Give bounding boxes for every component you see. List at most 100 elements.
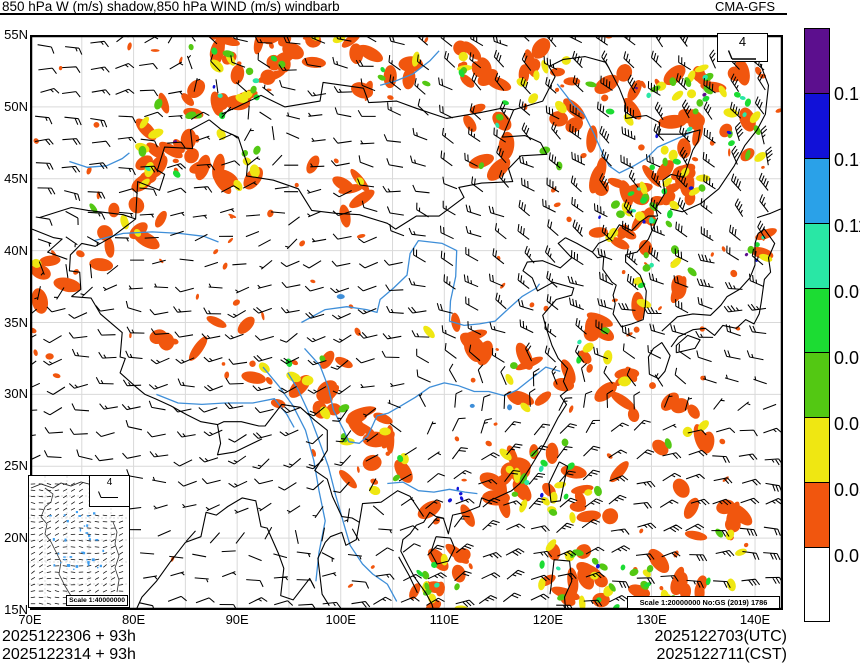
map-graphic bbox=[368, 485, 381, 496]
map-graphic bbox=[213, 249, 219, 255]
map-graphic bbox=[154, 98, 163, 110]
map-graphic bbox=[635, 211, 645, 222]
map-graphic bbox=[349, 189, 375, 209]
map-graphic bbox=[694, 64, 709, 73]
map-graphic bbox=[319, 406, 331, 420]
map-graphic bbox=[347, 406, 377, 419]
map-graphic bbox=[647, 342, 671, 380]
map-graphic bbox=[507, 404, 513, 411]
x-tick-label: 120E bbox=[532, 612, 564, 627]
map-graphic bbox=[627, 407, 640, 423]
map-graphic bbox=[692, 121, 704, 146]
map-graphic bbox=[610, 391, 636, 411]
colorbar-cell bbox=[805, 29, 829, 94]
map-graphic bbox=[596, 597, 602, 603]
map-graphic bbox=[397, 455, 404, 463]
map-graphic bbox=[586, 363, 593, 373]
map-graphic bbox=[189, 160, 212, 174]
map-graphic bbox=[431, 561, 438, 568]
map-graphic bbox=[380, 67, 386, 73]
map-graphic bbox=[108, 202, 120, 218]
map-graphic bbox=[31, 288, 49, 314]
map-graphic bbox=[593, 485, 602, 497]
map-graphic bbox=[635, 86, 638, 90]
colorbar-cell bbox=[805, 223, 829, 289]
map-graphic bbox=[652, 439, 669, 456]
map-graphic bbox=[550, 187, 557, 193]
map-graphic bbox=[377, 74, 386, 81]
map-graphic bbox=[432, 517, 441, 525]
map-graphic bbox=[458, 69, 465, 78]
map-graphic bbox=[745, 149, 751, 161]
map-graphic bbox=[158, 92, 170, 114]
map-graphic bbox=[139, 178, 150, 188]
map-graphic bbox=[627, 191, 635, 196]
map-graphic bbox=[513, 56, 701, 217]
map-graphic bbox=[642, 264, 651, 272]
colorbar-tick-label: 0.13 bbox=[834, 150, 860, 170]
y-tick-label: 40N bbox=[4, 242, 28, 258]
map-graphic bbox=[565, 237, 593, 253]
map-graphic bbox=[584, 489, 593, 496]
map-graphic bbox=[539, 560, 545, 569]
map-graphic bbox=[636, 298, 652, 309]
map-graphic bbox=[159, 141, 183, 159]
map-graphic bbox=[541, 60, 549, 74]
x-tick-label: 110E bbox=[429, 612, 459, 627]
map-graphic bbox=[545, 442, 559, 464]
map-graphic bbox=[221, 362, 226, 366]
map-graphic bbox=[524, 49, 537, 78]
map-graphic bbox=[667, 209, 673, 219]
map-graphic bbox=[638, 144, 645, 151]
y-tick-label: 15N bbox=[4, 602, 28, 617]
map-graphic bbox=[671, 90, 684, 101]
map-graphic bbox=[728, 148, 731, 157]
map-graphic bbox=[718, 85, 727, 98]
map-graphic bbox=[595, 563, 600, 569]
map-graphic bbox=[594, 180, 609, 196]
map-graphic bbox=[670, 571, 688, 596]
title-underline bbox=[0, 13, 787, 15]
map-graphic bbox=[623, 114, 634, 126]
map-graphic bbox=[545, 539, 557, 552]
map-graphic bbox=[319, 355, 326, 362]
map-graphic bbox=[94, 231, 219, 243]
windbarb-legend-value: 4 bbox=[738, 34, 747, 49]
map-graphic bbox=[76, 250, 85, 258]
map-graphic bbox=[616, 64, 633, 82]
map-graphic bbox=[459, 496, 464, 501]
map-graphic bbox=[576, 510, 601, 523]
map-graphic bbox=[548, 461, 569, 503]
map-graphic bbox=[339, 204, 351, 228]
map-graphic bbox=[206, 315, 227, 328]
map-graphic bbox=[52, 373, 61, 379]
map-graphic bbox=[733, 91, 741, 98]
map-graphic bbox=[184, 148, 199, 164]
map-graphic bbox=[658, 114, 688, 129]
map-graphic bbox=[304, 347, 561, 444]
map-graphic bbox=[104, 237, 115, 258]
map-graphic bbox=[538, 465, 544, 473]
map-graphic bbox=[301, 375, 314, 386]
map-graphic bbox=[241, 371, 266, 384]
windbarb-legend-icon bbox=[727, 50, 756, 60]
map-graphic bbox=[529, 302, 535, 308]
map-graphic bbox=[291, 359, 298, 366]
map-graphic bbox=[229, 215, 234, 219]
map-graphic bbox=[417, 500, 442, 520]
map-graphic bbox=[569, 501, 587, 512]
map-graphic bbox=[755, 228, 777, 241]
map-graphic bbox=[45, 353, 54, 360]
map-graphic bbox=[320, 350, 335, 369]
footer-valid-cst: 2025122711(CST) bbox=[656, 646, 787, 663]
map-graphic bbox=[286, 371, 301, 383]
map-graphic bbox=[138, 145, 147, 157]
map-graphic bbox=[339, 469, 357, 489]
map-graphic bbox=[351, 82, 374, 99]
colorbar-tick-label: 0.15 bbox=[834, 84, 860, 104]
map-graphic bbox=[146, 142, 165, 159]
map-graphic bbox=[687, 404, 700, 419]
y-tick-label: 45N bbox=[4, 170, 28, 186]
map-graphic bbox=[336, 294, 345, 300]
map-graphic bbox=[533, 70, 540, 81]
